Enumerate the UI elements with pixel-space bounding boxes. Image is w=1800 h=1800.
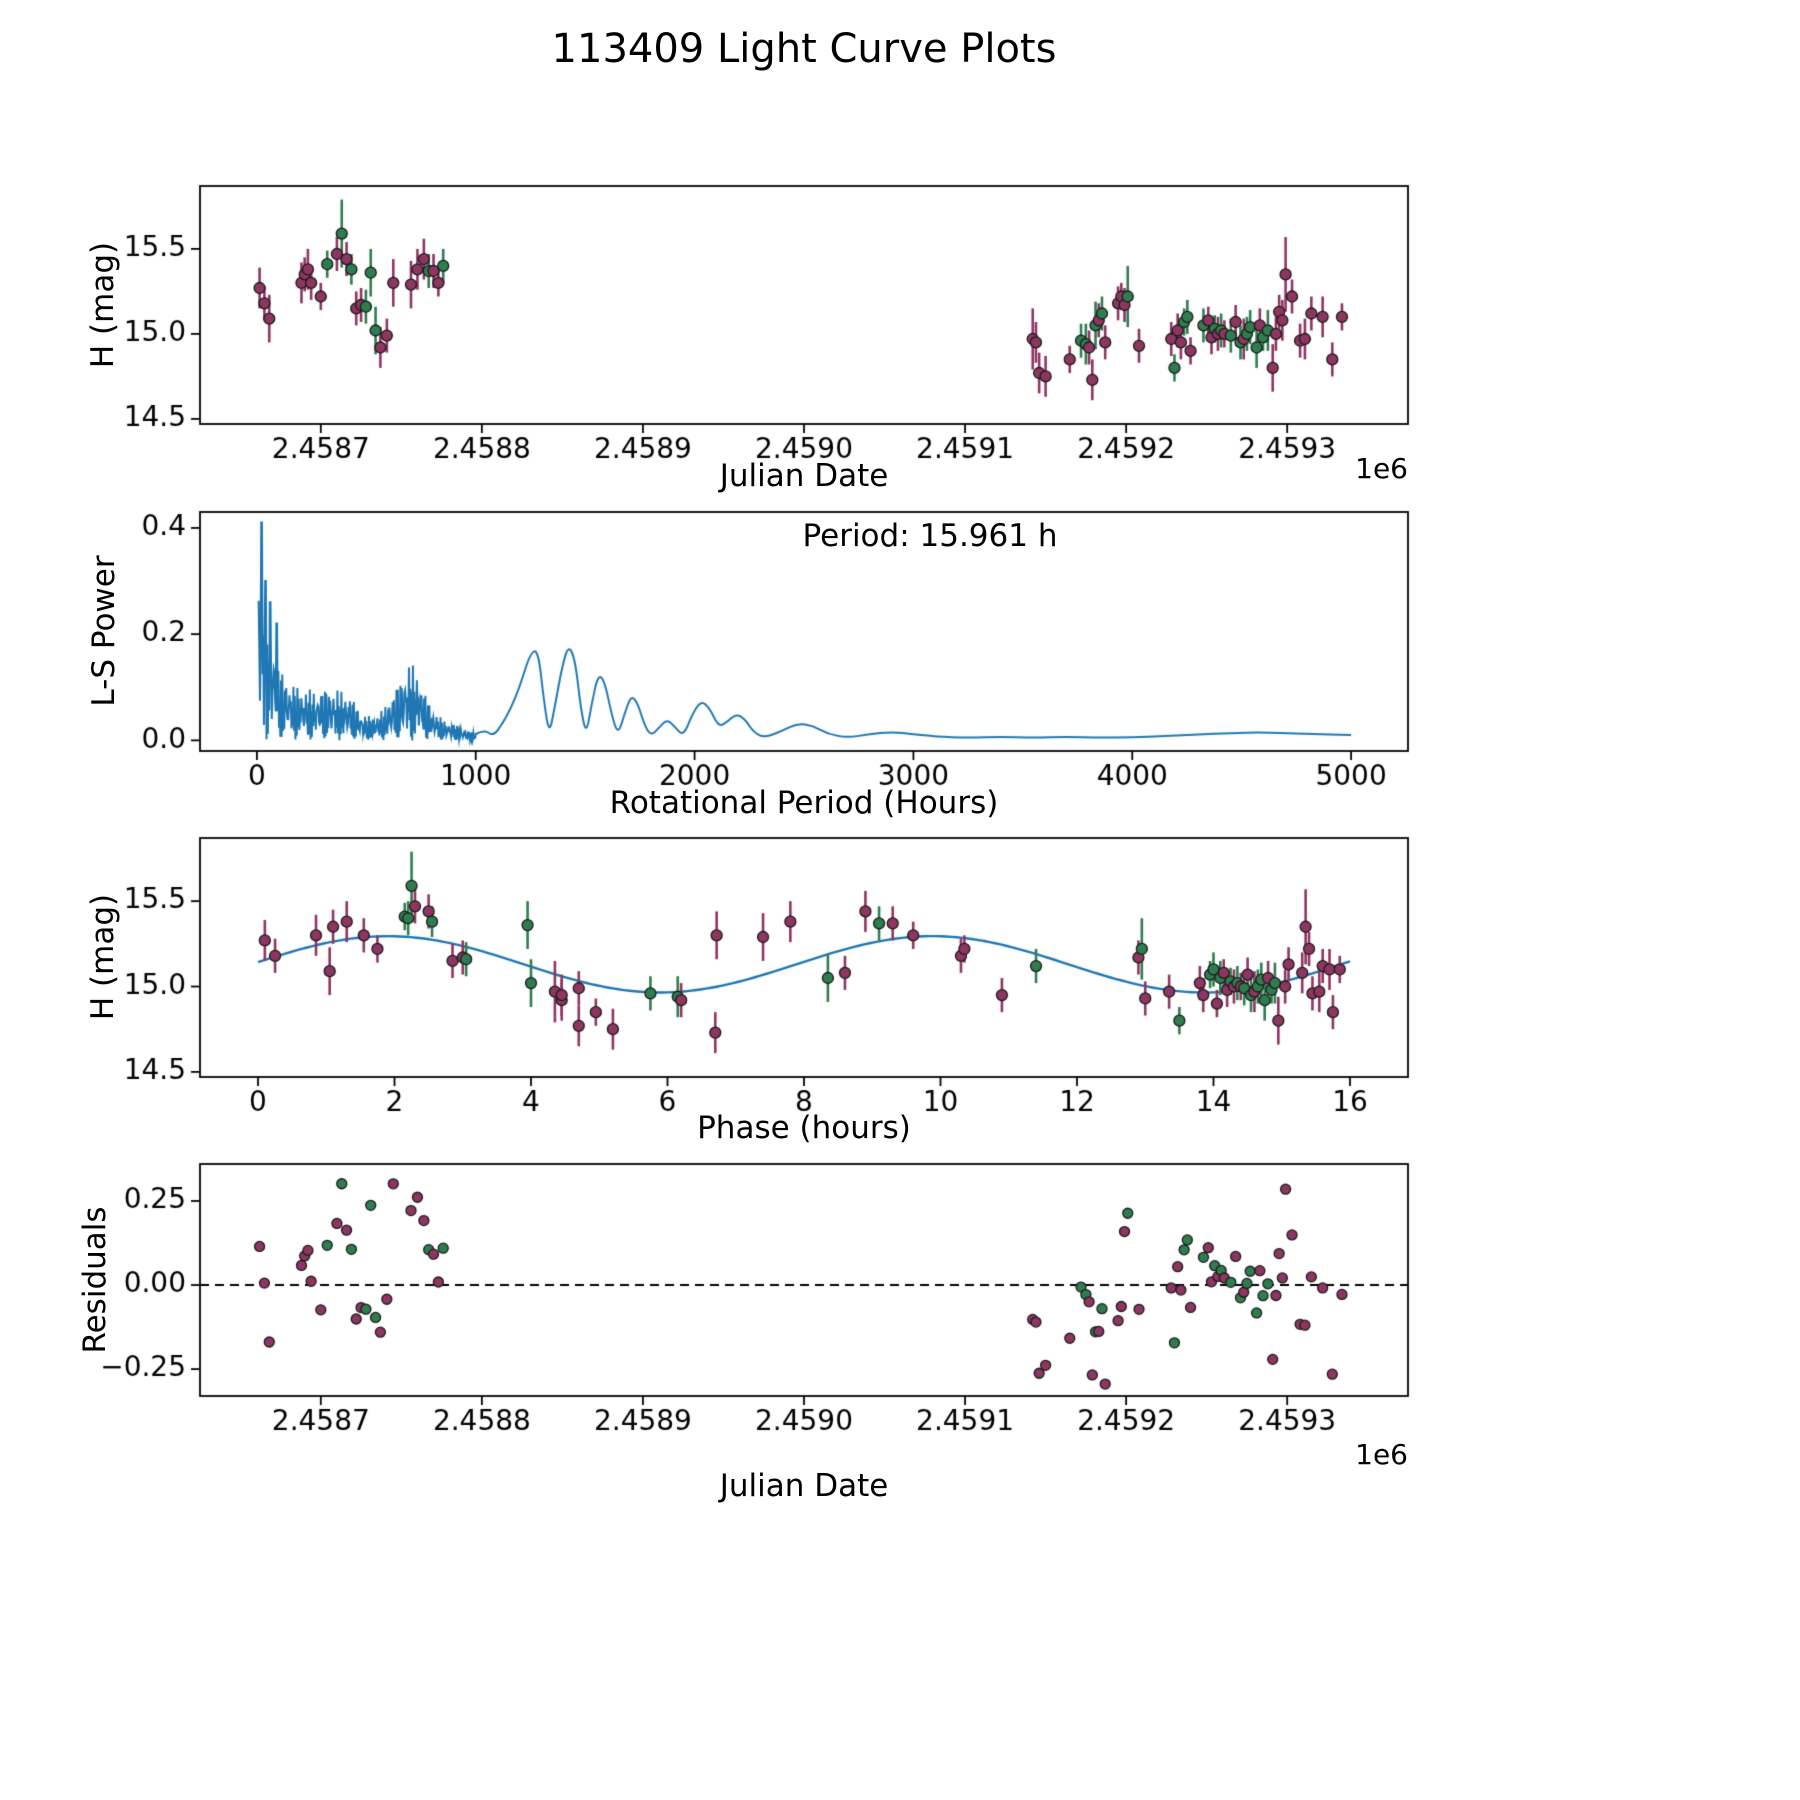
p1-y-axis-label: H (mag) bbox=[85, 241, 121, 369]
p1-x-axis-label: Julian Date bbox=[719, 458, 889, 494]
figure-title: 113409 Light Curve Plots bbox=[551, 26, 1057, 72]
p2-x-axis-label: Rotational Period (Hours) bbox=[609, 785, 999, 821]
p4-y-axis-label: Residuals bbox=[77, 1206, 113, 1354]
p1-x-offset-label: 1e6 bbox=[1355, 452, 1408, 485]
period-annotation: Period: 15.961 h bbox=[802, 518, 1058, 554]
p4-x-axis-label: Julian Date bbox=[719, 1468, 889, 1504]
p4-x-offset-label: 1e6 bbox=[1355, 1438, 1408, 1471]
p3-y-axis-label: H (mag) bbox=[85, 893, 121, 1021]
p2-y-axis-label: L-S Power bbox=[86, 555, 122, 707]
p3-x-axis-label: Phase (hours) bbox=[697, 1110, 911, 1146]
